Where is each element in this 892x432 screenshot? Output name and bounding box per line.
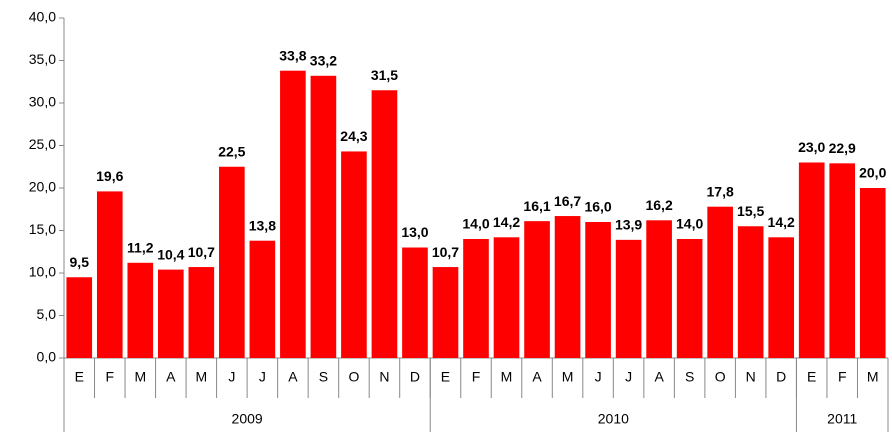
x-tick-label: M (867, 369, 879, 385)
x-tick-label: M (134, 369, 146, 385)
bar (798, 162, 825, 358)
value-label: 17,8 (707, 183, 734, 199)
x-tick-label: E (441, 369, 450, 385)
bar (646, 220, 672, 358)
value-label: 14,2 (768, 214, 795, 230)
bar (585, 222, 611, 358)
x-tick-label: D (776, 369, 786, 385)
value-label: 16,0 (584, 199, 611, 215)
value-label: 13,8 (249, 217, 276, 233)
bar (402, 247, 428, 358)
x-tick-label: S (319, 369, 328, 385)
x-tick-label: M (501, 369, 513, 385)
y-tick-label: 15,0 (29, 221, 56, 237)
x-tick-label: M (562, 369, 574, 385)
y-tick-label: 10,0 (29, 264, 56, 280)
x-tick-label: A (288, 369, 298, 385)
value-label: 16,2 (645, 197, 672, 213)
bar (737, 226, 764, 358)
bar (676, 239, 703, 358)
bar (524, 221, 550, 358)
value-label: 10,7 (432, 244, 459, 260)
x-tick-label: J (228, 369, 235, 385)
bar (341, 151, 367, 358)
x-tick-label: J (625, 369, 632, 385)
y-tick-label: 20,0 (29, 179, 56, 195)
value-label: 10,7 (188, 244, 215, 260)
x-tick-label: O (348, 369, 359, 385)
value-label: 14,2 (493, 214, 520, 230)
y-tick-label: 25,0 (29, 136, 56, 152)
group-label: 2011 (827, 411, 857, 427)
x-tick-label: F (838, 369, 847, 385)
x-tick-label: E (807, 369, 816, 385)
bar (707, 206, 733, 358)
bar (615, 239, 642, 358)
x-tick-label: M (195, 369, 207, 385)
x-tick-label: F (105, 369, 114, 385)
bar (96, 191, 123, 358)
y-tick-label: 35,0 (29, 51, 56, 67)
x-tick-label: J (259, 369, 266, 385)
x-tick-label: S (685, 369, 694, 385)
value-label: 11,2 (127, 240, 154, 256)
y-tick-label: 0,0 (37, 349, 57, 365)
bar (66, 277, 93, 358)
x-tick-label: J (595, 369, 602, 385)
value-label: 19,6 (96, 168, 123, 184)
bar (219, 166, 245, 358)
value-label: 16,7 (554, 193, 581, 209)
value-label: 22,5 (218, 143, 245, 159)
y-tick-label: 5,0 (37, 306, 57, 322)
bar (859, 188, 886, 358)
x-tick-label: A (654, 369, 664, 385)
group-label: 2010 (598, 411, 629, 427)
bar (554, 216, 581, 358)
bar (280, 70, 306, 358)
value-label: 10,4 (157, 246, 184, 262)
value-label: 13,9 (615, 217, 642, 233)
bar (432, 267, 459, 358)
value-label: 31,5 (371, 67, 398, 83)
bar (829, 163, 856, 358)
bar (127, 262, 154, 358)
bar (493, 237, 520, 358)
x-tick-label: D (410, 369, 420, 385)
value-label: 14,0 (676, 216, 703, 232)
value-label: 13,0 (401, 224, 428, 240)
x-tick-label: A (166, 369, 176, 385)
x-tick-label: A (532, 369, 542, 385)
x-tick-label: O (715, 369, 726, 385)
y-tick-label: 30,0 (29, 94, 56, 110)
value-label: 33,8 (279, 47, 306, 63)
bar (249, 240, 276, 358)
value-label: 24,3 (340, 128, 367, 144)
value-label: 33,2 (310, 53, 337, 69)
y-tick-label: 40,0 (29, 9, 56, 25)
value-label: 14,0 (462, 216, 489, 232)
x-tick-label: F (472, 369, 481, 385)
bar (310, 75, 337, 359)
x-tick-label: N (379, 369, 389, 385)
group-label: 2009 (232, 411, 263, 427)
value-label: 16,1 (523, 198, 550, 214)
bar (188, 267, 215, 358)
value-label: 23,0 (798, 139, 825, 155)
value-label: 15,5 (737, 203, 764, 219)
value-label: 22,9 (829, 140, 856, 156)
value-label: 9,5 (70, 254, 90, 270)
bar (157, 269, 184, 358)
x-tick-label: N (746, 369, 756, 385)
bar (768, 237, 795, 358)
x-tick-label: E (75, 369, 84, 385)
bar (371, 90, 398, 358)
value-label: 20,0 (859, 165, 886, 181)
bar (463, 239, 489, 358)
